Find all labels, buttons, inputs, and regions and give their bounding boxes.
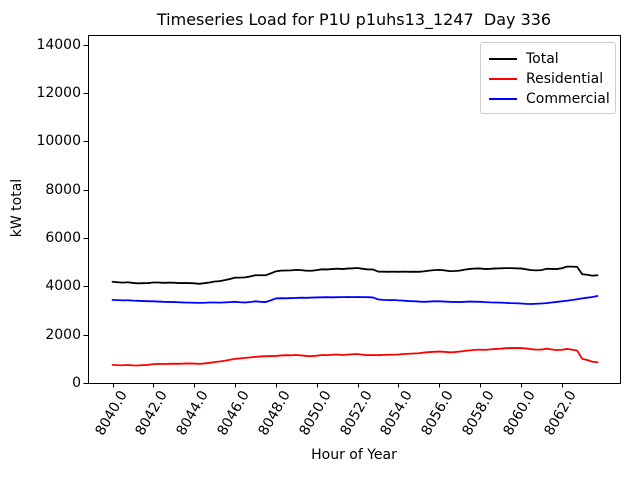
legend: Total Residential Commercial [480, 42, 616, 114]
legend-entry-commercial: Commercial [481, 89, 615, 109]
legend-line-swatch-residential [489, 78, 517, 80]
y-tick-label: 10000 [36, 133, 81, 149]
y-tick-label: 8000 [45, 182, 81, 198]
y-tick-label: 12000 [36, 85, 81, 101]
y-tick-label: 2000 [45, 327, 81, 343]
axes-spines [88, 35, 621, 384]
legend-label-residential: Residential [526, 71, 604, 87]
y-tick-label: 4000 [45, 278, 81, 294]
legend-line-swatch-commercial [489, 98, 517, 100]
series-line-commercial [111, 295, 599, 305]
legend-label-commercial: Commercial [526, 91, 610, 107]
legend-entry-residential: Residential [481, 69, 615, 89]
chart-title: Timeseries Load for P1U p1uhs13_1247 Day… [156, 10, 552, 29]
y-axis-label: kW total [9, 178, 25, 238]
legend-label-total: Total [526, 51, 559, 67]
y-tick-label: 0 [72, 375, 81, 391]
y-tick-label: 14000 [36, 37, 81, 53]
legend-line-swatch-total [489, 58, 517, 60]
series-line-total [111, 265, 599, 285]
legend-entry-total: Total [481, 49, 615, 69]
series-line-residential [111, 347, 599, 367]
x-axis-label: Hour of Year [311, 447, 397, 463]
y-tick-label: 6000 [45, 230, 81, 246]
